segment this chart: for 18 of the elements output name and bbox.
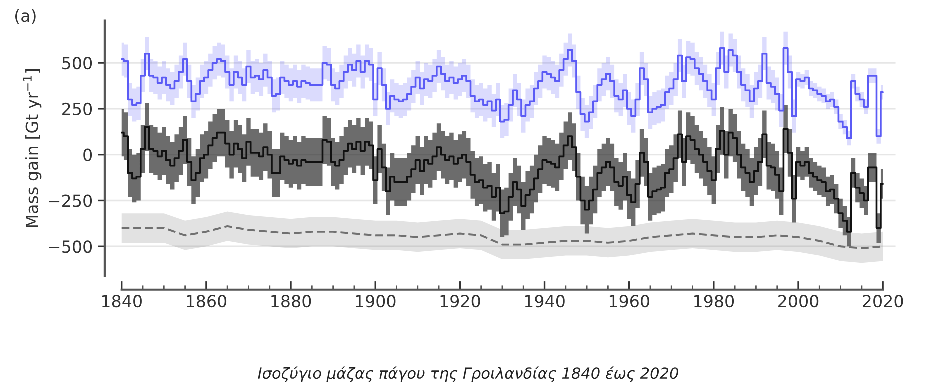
x-tick-label: 1940: [525, 295, 565, 308]
y-tick-label: 0: [84, 148, 92, 162]
x-tick-label: 2000: [778, 295, 819, 308]
x-tick-label: 2020: [863, 295, 904, 308]
x-tick-label: 1840: [102, 295, 142, 308]
x-tick-label: 1920: [440, 295, 480, 308]
x-tick-label: 1860: [187, 295, 227, 308]
y-tick-label: −250: [49, 194, 92, 208]
y-tick-label: 250: [62, 102, 92, 116]
y-tick-label: −500: [49, 240, 92, 254]
x-tick-label: 1960: [610, 295, 650, 308]
text: Ισοζύγιο μάζας πάγου της Γροιλανδίας 1840 έως 2020: [258, 366, 678, 382]
x-tick-label: 1900: [356, 295, 396, 308]
x-tick-label: 1880: [272, 295, 312, 308]
text: (a): [15, 9, 36, 24]
y-tick-label: 500: [62, 57, 92, 70]
y-axis-title: Mass gain [Gt yr$^{−1}$]: [23, 69, 42, 228]
x-tick-label: 1980: [694, 295, 734, 308]
